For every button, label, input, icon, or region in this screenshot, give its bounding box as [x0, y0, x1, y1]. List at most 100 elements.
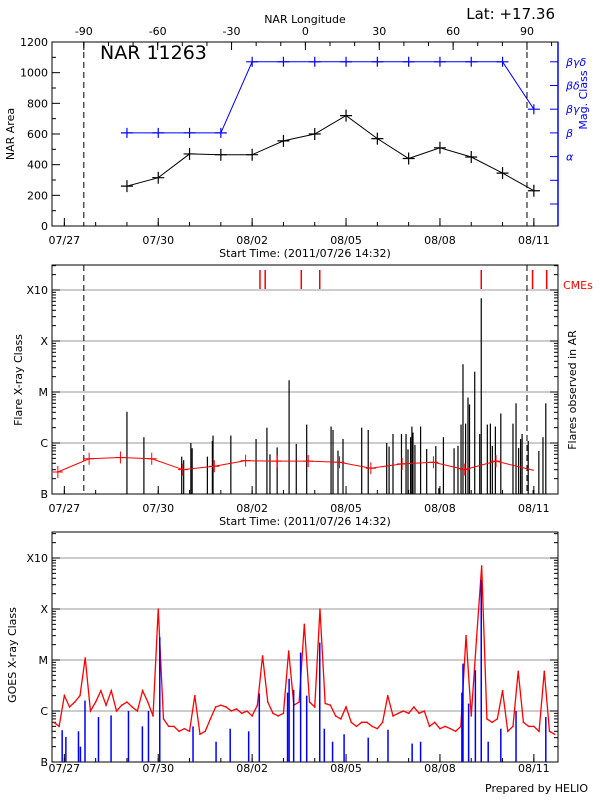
goes-long-point — [392, 715, 394, 717]
goes-long-point — [444, 725, 446, 728]
goes-long-point — [350, 721, 353, 724]
goes-long-point — [334, 715, 337, 717]
area-marker — [214, 148, 227, 161]
mag-class-marker — [465, 56, 478, 67]
goes-long-point — [266, 701, 269, 703]
y-axis-title: Flare X-ray Class — [12, 334, 25, 426]
goes-long-point — [360, 721, 363, 724]
goes-long-point — [454, 730, 457, 733]
goes-long-point — [548, 730, 551, 733]
mag-class-marker — [371, 56, 384, 67]
area-line — [126, 115, 535, 192]
top-axis-title: NAR Longitude — [264, 13, 346, 26]
goes-long-point — [157, 608, 160, 610]
average-marker — [365, 462, 376, 475]
goes-long-point — [256, 704, 259, 706]
x-axis-title: Start Time: (2011/07/26 14:32) — [219, 515, 391, 528]
x-tick-label: 08/08 — [424, 502, 456, 515]
goes-long-point — [298, 701, 300, 703]
mag-tick-label: βγδ — [565, 56, 587, 69]
cme-label: CMEs — [563, 279, 593, 292]
x-tick-label: 07/30 — [142, 502, 174, 515]
x-tick-label: 08/02 — [236, 234, 268, 247]
goes-long-point — [355, 725, 358, 728]
average-marker — [303, 455, 314, 468]
average-flare-line — [57, 456, 534, 473]
area-marker — [246, 148, 259, 161]
y-tick-label: C — [40, 437, 48, 450]
y2-axis-title: Mag. Class — [577, 70, 590, 129]
y-axis-title: NAR Area — [4, 108, 17, 160]
goes-long-point — [131, 706, 133, 708]
average-marker — [459, 463, 470, 476]
x-tick-label: 08/05 — [330, 762, 362, 775]
mag-class-marker — [277, 56, 290, 67]
y-tick-label: 800 — [27, 97, 48, 110]
goes-long-point — [475, 638, 478, 641]
x-tick-label: 07/30 — [142, 234, 174, 247]
area-marker — [402, 152, 415, 165]
area-marker — [433, 141, 446, 154]
area-marker — [277, 134, 290, 147]
y-tick-label: X — [40, 603, 48, 616]
goes-long-point — [480, 565, 483, 567]
plot-frame — [51, 41, 559, 227]
mag-class-marker — [246, 56, 259, 67]
x-axis-title: Start Time: (2011/07/26 14:32) — [219, 247, 391, 260]
goes-long-point — [272, 712, 274, 715]
goes-long-point — [371, 725, 373, 728]
x-tick-label: 08/05 — [330, 234, 362, 247]
average-marker — [52, 466, 63, 478]
goes-long-point — [423, 710, 426, 712]
area-marker — [465, 151, 478, 163]
average-marker — [146, 452, 157, 465]
goes-long-point — [501, 689, 504, 692]
goes-long-point — [324, 702, 326, 705]
goes-long-point — [214, 706, 217, 708]
goes-long-point — [538, 730, 540, 733]
y2-axis-title: Flares observed in AR — [566, 330, 579, 450]
mag-class-marker — [214, 127, 227, 138]
y-tick-label: 1000 — [20, 67, 48, 80]
goes-long-channel-line — [53, 565, 556, 736]
y-axis-title: GOES X-ray Class — [6, 607, 19, 703]
goes-long-point — [517, 670, 519, 673]
goes-long-point — [115, 710, 118, 712]
goes-long-point — [173, 725, 175, 728]
goes-long-point — [58, 725, 60, 728]
mag-class-line — [126, 61, 535, 134]
y-tick-label: M — [39, 654, 49, 667]
x-tick-label: 08/02 — [236, 762, 268, 775]
panel-nar-area: Lat: +17.36 NAR Longitude NAR 11263 NAR … — [4, 5, 590, 260]
goes-long-point — [486, 718, 488, 720]
y-tick-label: 0 — [41, 220, 48, 233]
goes-long-point — [522, 721, 525, 724]
goes-long-point — [303, 623, 306, 626]
mag-class-marker — [402, 56, 415, 67]
goes-long-point — [251, 715, 253, 717]
x-tick-label: 08/11 — [518, 762, 550, 775]
average-marker — [428, 456, 439, 469]
goes-long-point — [240, 712, 243, 715]
goes-long-point — [308, 701, 311, 703]
x-tick-label: 08/08 — [424, 234, 456, 247]
goes-long-point — [449, 727, 452, 730]
average-marker — [84, 452, 95, 465]
average-marker — [491, 455, 502, 468]
y-tick-label: X10 — [26, 552, 48, 565]
x-tick-label: 07/27 — [48, 502, 80, 515]
goes-long-point — [152, 715, 154, 717]
y-tick-label: 200 — [27, 189, 48, 202]
goes-long-point — [204, 730, 206, 733]
mag-class-marker — [308, 56, 321, 67]
goes-long-point — [73, 701, 76, 703]
mag-class-marker — [152, 127, 165, 138]
goes-long-point — [147, 701, 149, 703]
top-tick-label: 90 — [520, 25, 534, 38]
goes-long-point — [220, 704, 222, 706]
top-tick-label: -30 — [223, 25, 241, 38]
area-marker — [340, 109, 353, 122]
goes-long-point — [413, 706, 415, 708]
x-tick-label: 07/27 — [48, 234, 80, 247]
